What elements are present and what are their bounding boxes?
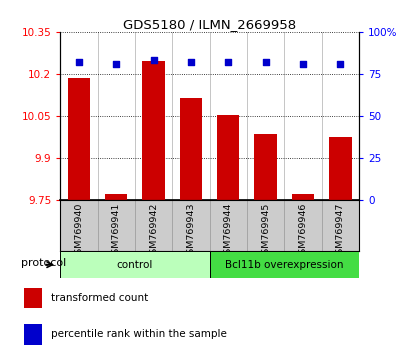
Text: GSM769941: GSM769941 — [112, 202, 121, 260]
Point — [76, 59, 82, 65]
Title: GDS5180 / ILMN_2669958: GDS5180 / ILMN_2669958 — [123, 18, 296, 31]
Point — [300, 61, 306, 67]
Text: GSM769940: GSM769940 — [74, 202, 83, 260]
Point — [262, 59, 269, 65]
Bar — [24, 324, 42, 344]
Bar — [142, 61, 165, 200]
Point — [113, 61, 120, 67]
Bar — [60, 251, 210, 278]
Text: Bcl11b overexpression: Bcl11b overexpression — [225, 259, 344, 270]
Bar — [292, 194, 314, 200]
Text: protocol: protocol — [21, 258, 66, 268]
Text: GSM769947: GSM769947 — [336, 202, 345, 260]
Text: GSM769942: GSM769942 — [149, 202, 158, 260]
Bar — [210, 251, 359, 278]
Bar — [105, 194, 127, 200]
Point — [337, 61, 344, 67]
Bar — [68, 78, 90, 200]
Point — [188, 59, 194, 65]
Point — [225, 59, 232, 65]
Text: GSM769943: GSM769943 — [186, 202, 195, 260]
Bar — [217, 115, 239, 200]
Bar — [24, 288, 42, 308]
Point — [150, 58, 157, 63]
Text: GSM769944: GSM769944 — [224, 202, 233, 260]
Bar — [254, 134, 277, 200]
Text: control: control — [117, 259, 153, 270]
Text: transformed count: transformed count — [51, 293, 149, 303]
Text: GSM769945: GSM769945 — [261, 202, 270, 260]
Bar — [180, 98, 202, 200]
Text: GSM769946: GSM769946 — [298, 202, 308, 260]
Text: percentile rank within the sample: percentile rank within the sample — [51, 330, 227, 339]
Bar — [329, 137, 352, 200]
